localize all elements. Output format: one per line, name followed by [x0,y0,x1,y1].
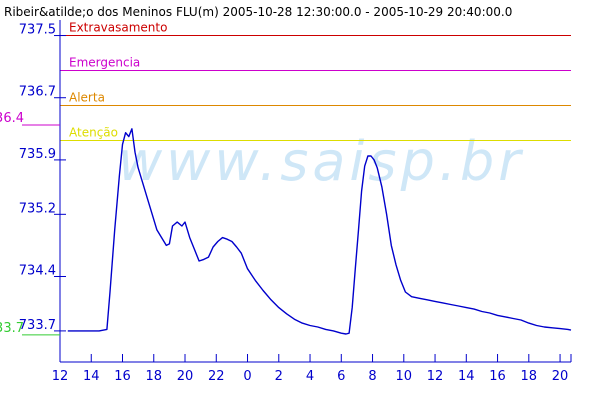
x-tick-label-10: 8 [368,369,376,384]
threshold-label-3: Atenção [69,125,118,139]
marker-label-0: 736.4 [0,111,24,126]
y-tick-label-5: 737.5 [19,23,56,38]
x-tick-label-5: 22 [208,369,225,384]
x-tick-label-11: 10 [396,369,413,384]
x-tick-label-16: 20 [552,369,569,384]
series-layer [67,128,572,335]
x-tick-label-12: 12 [427,369,444,384]
y-tick-label-2: 735.2 [19,201,56,216]
x-tick-label-7: 2 [275,369,283,384]
x-tick-label-9: 6 [337,369,345,384]
marker-label-1: 733.7 [0,321,24,336]
watermark: www.saisp.br [118,130,525,193]
x-tick-label-3: 18 [145,369,162,384]
y-tick-label-4: 736.7 [19,85,56,100]
y-tick-label-0: 733.7 [19,318,56,333]
x-tick-label-8: 4 [306,369,314,384]
x-tick-label-13: 14 [458,369,475,384]
y-tick-label-3: 735.9 [19,147,56,162]
x-tick-label-0: 12 [52,369,69,384]
x-tick-label-6: 0 [243,369,251,384]
x-tick-label-14: 16 [489,369,506,384]
x-tick-label-4: 20 [177,369,194,384]
threshold-label-2: Alerta [69,91,105,105]
chart-title: Ribeir&atilde;o dos Meninos FLU(m) 2005-… [4,5,512,19]
x-tick-label-2: 16 [114,369,131,384]
x-tick-label-15: 18 [521,369,538,384]
y-tick-label-1: 734.4 [19,264,56,279]
threshold-lines: Extravasamento Emergencia Alerta Atenção [60,21,571,141]
x-tick-label-1: 14 [83,369,100,384]
threshold-label-0: Extravasamento [69,21,167,35]
axes: 12 14 16 18 20 22 0 2 4 6 8 10 12 14 16 18 20 733.7 734.4 7… [0,20,572,384]
series-line-0 [67,128,572,335]
threshold-label-1: Emergencia [69,56,140,70]
